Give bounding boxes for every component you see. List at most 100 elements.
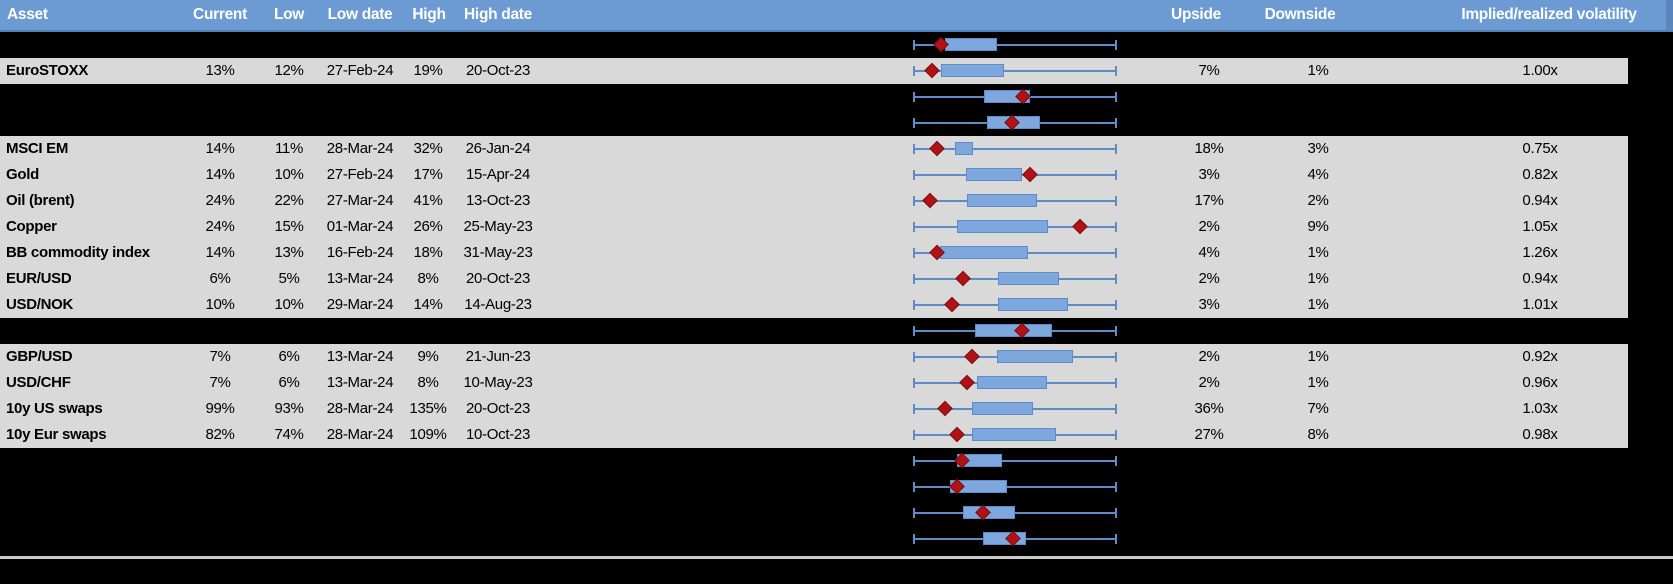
asset-name-cell[interactable]: GBP/USD xyxy=(6,348,73,365)
low-date-cell[interactable]: 13-Mar-24 xyxy=(326,374,394,391)
high-date-cell[interactable]: 21-Jun-23 xyxy=(465,348,531,365)
table-row[interactable]: GBP/USD 7% 6% 13-Mar-24 9% 21-Jun-23 2% 1% 0.92x xyxy=(0,344,1673,370)
table-row[interactable]: MSCI EM 14% 11% 28-Mar-24 32% 26-Jan-24 18% 3% 0… xyxy=(0,136,1673,162)
current-cell[interactable]: 14% xyxy=(205,244,235,261)
low-cell[interactable]: 74% xyxy=(274,426,304,443)
low-cell[interactable]: 13% xyxy=(274,244,304,261)
hidden-row-band[interactable] xyxy=(0,448,1673,474)
col-header-asset[interactable]: Asset xyxy=(7,6,48,23)
upside-cell[interactable]: 17% xyxy=(1194,192,1224,209)
current-cell[interactable]: 7% xyxy=(209,374,231,391)
current-cell[interactable]: 24% xyxy=(205,218,235,235)
downside-cell[interactable]: 1% xyxy=(1307,374,1329,391)
table-row[interactable]: Oil (brent) 24% 22% 27-Mar-24 41% 13-Oct-23 17… xyxy=(0,188,1673,214)
low-date-cell[interactable]: 13-Mar-24 xyxy=(326,270,394,287)
implied-cell[interactable]: 0.82x xyxy=(1522,166,1558,183)
downside-cell[interactable]: 3% xyxy=(1307,140,1329,157)
implied-cell[interactable]: 1.00x xyxy=(1522,62,1558,79)
downside-cell[interactable]: 1% xyxy=(1307,348,1329,365)
asset-name-cell[interactable]: Oil (brent) xyxy=(6,192,75,209)
asset-name-cell[interactable]: BB commodity index xyxy=(6,244,150,261)
table-row[interactable]: EuroSTOXX 13% 12% 27-Feb-24 19% 20-Oct-23 7% 1%… xyxy=(0,58,1673,84)
high-date-cell[interactable]: 15-Apr-24 xyxy=(465,166,531,183)
upside-cell[interactable]: 4% xyxy=(1198,244,1220,261)
upside-cell[interactable]: 2% xyxy=(1198,218,1220,235)
downside-cell[interactable]: 7% xyxy=(1307,400,1329,417)
implied-cell[interactable]: 0.75x xyxy=(1522,140,1558,157)
low-date-cell[interactable]: 28-Mar-24 xyxy=(326,140,394,157)
downside-cell[interactable]: 2% xyxy=(1307,192,1329,209)
downside-cell[interactable]: 4% xyxy=(1307,166,1329,183)
col-header-downside[interactable]: Downside xyxy=(1264,6,1336,23)
downside-cell[interactable]: 1% xyxy=(1307,270,1329,287)
high-cell[interactable]: 109% xyxy=(409,426,447,443)
current-cell[interactable]: 6% xyxy=(209,270,231,287)
downside-cell[interactable]: 9% xyxy=(1307,218,1329,235)
low-date-cell[interactable]: 16-Feb-24 xyxy=(326,244,394,261)
downside-cell[interactable]: 8% xyxy=(1307,426,1329,443)
high-cell[interactable]: 17% xyxy=(413,166,443,183)
asset-name-cell[interactable]: 10y Eur swaps xyxy=(6,426,107,443)
implied-cell[interactable]: 0.94x xyxy=(1522,192,1558,209)
high-cell[interactable]: 26% xyxy=(413,218,443,235)
high-date-cell[interactable]: 10-May-23 xyxy=(463,374,533,391)
high-cell[interactable]: 19% xyxy=(413,62,443,79)
asset-name-cell[interactable]: Gold xyxy=(6,166,39,183)
table-row[interactable]: EUR/USD 6% 5% 13-Mar-24 8% 20-Oct-23 2% 1% 0.94x xyxy=(0,266,1673,292)
low-date-cell[interactable]: 01-Mar-24 xyxy=(326,218,394,235)
asset-name-cell[interactable]: USD/NOK xyxy=(6,296,74,313)
hidden-row-band[interactable] xyxy=(0,32,1673,58)
high-cell[interactable]: 14% xyxy=(413,296,443,313)
low-cell[interactable]: 11% xyxy=(274,140,304,157)
upside-cell[interactable]: 3% xyxy=(1198,166,1220,183)
upside-cell[interactable]: 36% xyxy=(1194,400,1224,417)
hidden-row-band[interactable] xyxy=(0,318,1673,344)
low-cell[interactable]: 5% xyxy=(278,270,300,287)
implied-cell[interactable]: 1.03x xyxy=(1522,400,1558,417)
asset-name-cell[interactable]: MSCI EM xyxy=(6,140,69,157)
col-header-high-date[interactable]: High date xyxy=(464,6,532,23)
implied-cell[interactable]: 1.05x xyxy=(1522,218,1558,235)
high-cell[interactable]: 18% xyxy=(413,244,443,261)
hidden-row-band[interactable] xyxy=(0,110,1673,136)
upside-cell[interactable]: 2% xyxy=(1198,374,1220,391)
implied-cell[interactable]: 0.94x xyxy=(1522,270,1558,287)
implied-cell[interactable]: 0.92x xyxy=(1522,348,1558,365)
high-date-cell[interactable]: 31-May-23 xyxy=(463,244,533,261)
high-cell[interactable]: 32% xyxy=(413,140,443,157)
current-cell[interactable]: 24% xyxy=(205,192,235,209)
table-row[interactable]: 10y Eur swaps 82% 74% 28-Mar-24 109% 10-Oct-2… xyxy=(0,422,1673,448)
high-date-cell[interactable]: 20-Oct-23 xyxy=(466,62,530,79)
implied-cell[interactable]: 1.26x xyxy=(1522,244,1558,261)
low-cell[interactable]: 10% xyxy=(274,296,304,313)
high-date-cell[interactable]: 25-May-23 xyxy=(463,218,533,235)
current-cell[interactable]: 99% xyxy=(205,400,235,417)
high-cell[interactable]: 8% xyxy=(417,270,439,287)
low-date-cell[interactable]: 28-Mar-24 xyxy=(326,426,394,443)
low-cell[interactable]: 12% xyxy=(274,62,304,79)
current-cell[interactable]: 14% xyxy=(205,166,235,183)
asset-name-cell[interactable]: 10y US swaps xyxy=(6,400,103,417)
low-cell[interactable]: 10% xyxy=(274,166,304,183)
asset-name-cell[interactable]: Copper xyxy=(6,218,57,235)
high-cell[interactable]: 8% xyxy=(417,374,439,391)
current-cell[interactable]: 10% xyxy=(205,296,235,313)
implied-cell[interactable]: 0.98x xyxy=(1522,426,1558,443)
upside-cell[interactable]: 7% xyxy=(1198,62,1220,79)
low-cell[interactable]: 6% xyxy=(278,348,300,365)
high-date-cell[interactable]: 20-Oct-23 xyxy=(466,270,530,287)
hidden-row-band[interactable] xyxy=(0,500,1673,526)
high-date-cell[interactable]: 10-Oct-23 xyxy=(466,426,530,443)
table-row[interactable]: USD/NOK 10% 10% 29-Mar-24 14% 14-Aug-23 3% 1% 1.… xyxy=(0,292,1673,318)
high-date-cell[interactable]: 13-Oct-23 xyxy=(466,192,530,209)
hidden-row-band[interactable] xyxy=(0,84,1673,110)
low-cell[interactable]: 15% xyxy=(274,218,304,235)
hidden-row-band[interactable] xyxy=(0,526,1673,552)
col-header-upside[interactable]: Upside xyxy=(1171,6,1221,23)
upside-cell[interactable]: 27% xyxy=(1194,426,1224,443)
asset-name-cell[interactable]: USD/CHF xyxy=(6,374,71,391)
low-date-cell[interactable]: 27-Mar-24 xyxy=(326,192,394,209)
table-row[interactable]: BB commodity index 14% 13% 16-Feb-24 18% 31-M… xyxy=(0,240,1673,266)
col-header-current[interactable]: Current xyxy=(193,6,247,23)
low-cell[interactable]: 22% xyxy=(274,192,304,209)
